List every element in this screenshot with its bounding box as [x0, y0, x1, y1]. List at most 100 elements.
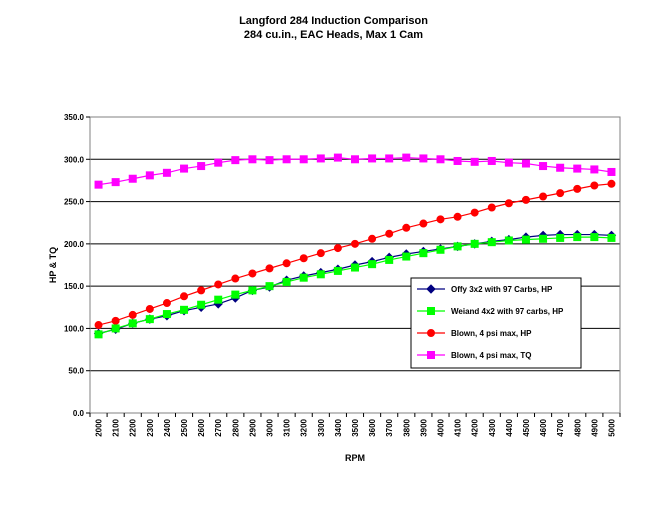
data-point — [385, 154, 394, 163]
data-point — [94, 180, 103, 189]
x-tick-label: 2100 — [112, 418, 121, 436]
data-point — [145, 315, 154, 324]
legend-box — [410, 277, 582, 369]
data-point — [453, 242, 462, 251]
chart-title-line: Langford 284 Induction Comparison — [239, 15, 428, 27]
data-point — [590, 233, 599, 242]
data-point — [436, 155, 445, 164]
data-point — [521, 159, 530, 168]
x-tick-label: 3000 — [266, 418, 275, 436]
data-point — [231, 156, 240, 165]
x-tick-label: 3500 — [351, 418, 360, 436]
data-point — [556, 163, 565, 172]
y-axis: 0.0 50.0 100.0 150.0 200.0 250.0 300.0 350.0 — [64, 113, 90, 418]
data-point — [539, 162, 548, 171]
data-point — [573, 184, 582, 193]
data-point — [265, 264, 274, 273]
data-point — [607, 233, 616, 242]
data-point — [556, 189, 565, 198]
data-point — [180, 292, 189, 301]
data-point — [521, 195, 530, 204]
data-point — [402, 252, 411, 261]
data-point — [162, 168, 171, 177]
x-tick-label: 2200 — [129, 418, 138, 436]
data-point — [282, 155, 291, 164]
data-point — [214, 295, 223, 304]
x-tick-label: 4100 — [454, 418, 463, 436]
data-point — [299, 254, 308, 263]
data-point — [299, 273, 308, 282]
data-point — [333, 266, 342, 275]
series-group — [93, 153, 617, 339]
y-tick-label: 350.0 — [64, 113, 85, 122]
x-tick-label: 3300 — [317, 418, 326, 436]
x-tick-label: 4400 — [505, 418, 514, 436]
data-point — [419, 219, 428, 228]
data-point — [521, 235, 530, 244]
data-point — [299, 155, 308, 164]
x-tick-label: 2300 — [146, 418, 155, 436]
data-point — [265, 282, 274, 291]
data-point — [487, 156, 496, 165]
data-point — [504, 158, 513, 167]
legend: Offy 3x2 with 97 Carbs, HP Weiand 4x2 wit… — [410, 277, 582, 369]
chart-title: Langford 284 Induction Comparison 284 cu… — [0, 14, 667, 42]
data-point — [333, 244, 342, 253]
x-tick-label: 3200 — [300, 418, 309, 436]
data-point — [504, 236, 513, 245]
data-point — [145, 171, 154, 180]
data-point — [470, 157, 479, 166]
x-tick-label: 3100 — [283, 418, 292, 436]
y-tick-label: 200.0 — [64, 240, 85, 249]
data-point — [265, 156, 274, 165]
data-point — [248, 269, 257, 278]
data-point — [504, 199, 513, 208]
x-tick-label: 2800 — [231, 418, 240, 436]
data-point — [94, 321, 103, 330]
x-tick-label: 3600 — [368, 418, 377, 436]
y-tick-label: 50.0 — [68, 367, 84, 376]
data-point — [111, 178, 120, 187]
data-point — [539, 192, 548, 201]
data-point — [487, 238, 496, 247]
legend-marker — [427, 351, 435, 359]
x-tick-label: 4800 — [573, 418, 582, 436]
data-point — [470, 208, 479, 217]
data-point — [333, 153, 342, 162]
data-point — [573, 233, 582, 242]
data-point — [128, 310, 137, 319]
data-point — [128, 319, 137, 328]
data-point — [162, 299, 171, 308]
x-tick-label: 4000 — [436, 418, 445, 436]
data-point — [282, 277, 291, 286]
legend-label: Weiand 4x2 with 97 carbs, HP — [451, 307, 564, 316]
data-point — [214, 280, 223, 289]
x-tick-label: 4700 — [556, 418, 565, 436]
data-point — [316, 270, 325, 279]
data-point — [351, 155, 359, 164]
data-point — [282, 259, 291, 268]
x-tick-label: 4900 — [590, 418, 599, 436]
data-point — [573, 164, 582, 173]
data-point — [145, 304, 154, 313]
x-tick-label: 3400 — [334, 418, 343, 436]
y-tick-label: 300.0 — [64, 155, 85, 164]
data-point — [197, 300, 206, 309]
data-point — [231, 290, 240, 299]
data-point — [214, 158, 223, 167]
data-point — [368, 234, 377, 243]
x-tick-label: 5000 — [607, 418, 616, 436]
data-point — [385, 255, 394, 264]
x-tick-label: 2500 — [180, 418, 189, 436]
data-point — [590, 181, 599, 190]
x-tick-label: 4200 — [471, 418, 480, 436]
data-point — [316, 249, 325, 258]
data-point — [419, 154, 428, 163]
data-point — [368, 260, 377, 269]
data-point — [436, 215, 445, 224]
legend-entry: Offy 3x2 with 97 Carbs, HP — [417, 284, 553, 294]
data-point — [402, 223, 411, 232]
x-tick-label: 2000 — [95, 418, 104, 436]
data-point — [402, 153, 411, 162]
data-point — [111, 324, 120, 333]
